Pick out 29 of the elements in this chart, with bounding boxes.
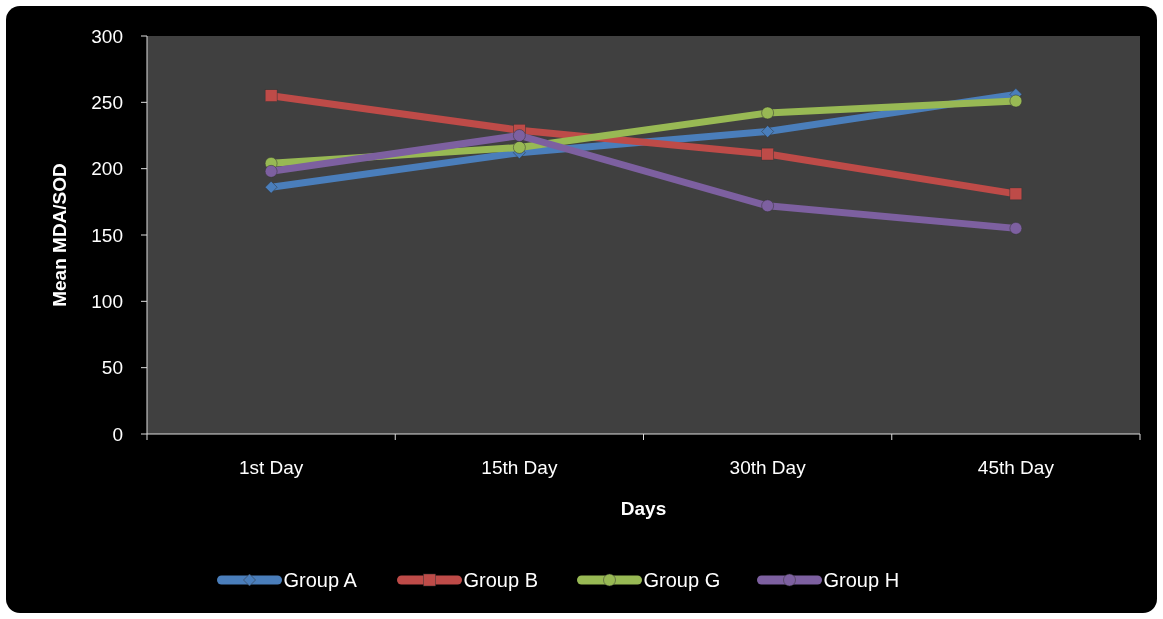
point xyxy=(264,165,278,178)
point xyxy=(264,180,278,194)
point xyxy=(264,89,278,102)
x-tick-label: 15th Day xyxy=(481,457,558,478)
x-tick-label: 30th Day xyxy=(729,457,807,478)
point xyxy=(513,129,526,142)
point xyxy=(1009,187,1023,201)
x-tick-label: 45th Day xyxy=(977,457,1055,478)
point xyxy=(761,106,774,120)
point xyxy=(761,125,774,138)
y-tick-label: 100 xyxy=(91,290,123,312)
point xyxy=(1009,94,1023,108)
legend-label: Group H xyxy=(823,569,900,591)
y-tick-label: 50 xyxy=(101,357,123,379)
point xyxy=(1009,222,1023,235)
legend-label: Group G xyxy=(643,569,721,591)
y-tick-label: 200 xyxy=(91,158,123,180)
point xyxy=(761,147,774,161)
y-tick-label: 300 xyxy=(91,25,123,47)
y-tick-label: 0 xyxy=(112,423,123,445)
point xyxy=(513,141,526,154)
point xyxy=(761,199,774,213)
x-tick-label: 1st Day xyxy=(238,457,304,478)
y-tick-label: 250 xyxy=(91,91,123,113)
y-tick-label: 150 xyxy=(91,224,123,246)
legend-label: Group A xyxy=(283,569,358,591)
y-axis-title: Mean MDA/SOD xyxy=(49,163,70,307)
legend-label: Group B xyxy=(463,569,538,591)
x-axis-title: Days xyxy=(620,498,667,519)
